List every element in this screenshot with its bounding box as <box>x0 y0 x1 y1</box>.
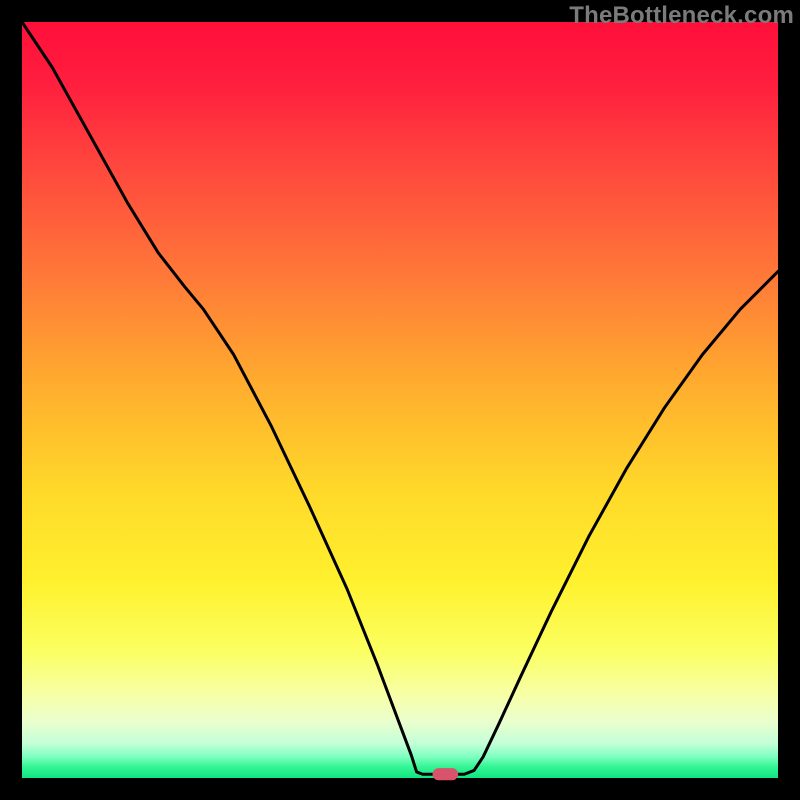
bottleneck-curve-chart <box>0 0 800 800</box>
watermark-text: TheBottleneck.com <box>569 2 794 30</box>
plot-background <box>22 22 778 778</box>
minimum-marker <box>433 768 459 780</box>
chart-container: TheBottleneck.com <box>0 0 800 800</box>
